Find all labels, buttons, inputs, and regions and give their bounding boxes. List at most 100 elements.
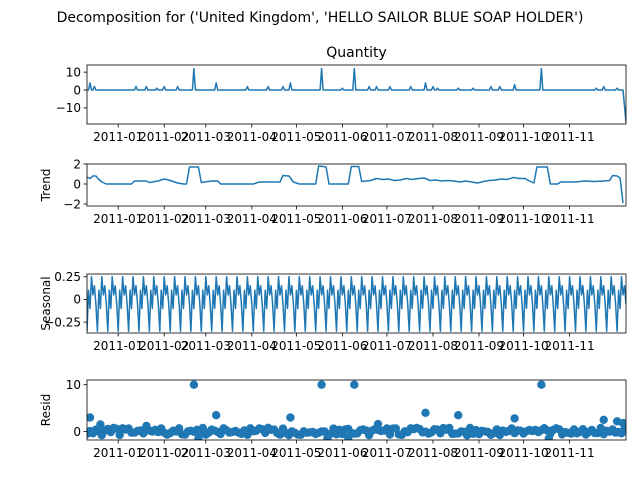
resid-ytick-label: 10 — [66, 378, 81, 392]
trend-series-line — [87, 165, 624, 204]
trend-axes-frame — [86, 163, 627, 207]
trend-xtick-label: 2011-05 — [271, 212, 321, 226]
trend-ylabel: Trend — [39, 169, 53, 203]
trend-plot-area — [87, 165, 624, 204]
resid-outlier-point — [87, 413, 95, 422]
quantity-ytick-label: 0 — [73, 83, 81, 97]
resid-outlier-point — [599, 415, 608, 424]
trend-xtick-label: 2011-10 — [498, 212, 548, 226]
trend-xtick-label: 2011-08 — [408, 212, 458, 226]
resid-outlier-point — [212, 411, 221, 420]
trend-ytick-label: −2 — [63, 197, 81, 211]
resid-outlier-point — [618, 418, 626, 428]
quantity-xtick-label: 2011-04 — [227, 130, 277, 144]
resid-xtick-label: 2011-07 — [362, 446, 412, 460]
resid-ytick-label: 0 — [73, 425, 81, 439]
resid-xtick-label: 2011-02 — [139, 446, 189, 460]
trend-xtick-label: 2011-01 — [93, 212, 143, 226]
seasonal-ytick-label: 0.25 — [54, 270, 81, 284]
quantity-xtick-label: 2011-05 — [271, 130, 321, 144]
seasonal-plot-area — [87, 275, 626, 332]
resid-plot-area — [87, 380, 626, 440]
quantity-ytick-label: 10 — [66, 65, 81, 79]
resid-point — [620, 425, 626, 434]
resid-outlier-point — [544, 434, 553, 440]
quantity-xtick-label: 2011-08 — [408, 130, 458, 144]
quantity-panel-title: Quantity — [326, 45, 387, 61]
resid-xtick-label: 2011-11 — [545, 446, 595, 460]
resid-xtick-label: 2011-05 — [271, 446, 321, 460]
figure-title: Decomposition for ('United Kingdom', 'HE… — [57, 10, 584, 26]
resid-ylabel: Resid — [39, 394, 53, 426]
trend-xtick-label: 2011-02 — [139, 212, 189, 226]
resid-outlier-point — [510, 414, 519, 423]
resid-xtick-label: 2011-04 — [227, 446, 277, 460]
resid-outlier-point — [454, 411, 463, 420]
quantity-xtick-label: 2011-01 — [93, 130, 143, 144]
trend-ytick-label: 2 — [73, 157, 81, 171]
trend-xtick-label: 2011-06 — [317, 212, 367, 226]
quantity-ytick-label: −10 — [56, 101, 81, 115]
quantity-xtick-label: 2011-06 — [317, 130, 367, 144]
resid-xtick-label: 2011-01 — [93, 446, 143, 460]
quantity-xtick-label: 2011-02 — [139, 130, 189, 144]
resid-outlier-point — [194, 434, 203, 440]
seasonal-xtick-label: 2011-08 — [408, 339, 458, 353]
seasonal-xtick-label: 2011-10 — [498, 339, 548, 353]
panel-trend: 20−22011-012011-022011-032011-042011-052… — [39, 157, 627, 226]
resid-outlier-point — [96, 420, 105, 429]
quantity-xtick-label: 2011-07 — [362, 130, 412, 144]
trend-xtick-label: 2011-03 — [181, 212, 231, 226]
seasonal-series-line — [87, 275, 626, 332]
seasonal-xtick-label: 2011-05 — [271, 339, 321, 353]
trend-xtick-label: 2011-07 — [362, 212, 412, 226]
seasonal-xtick-label: 2011-06 — [317, 339, 367, 353]
resid-outlier-point — [421, 408, 430, 417]
quantity-xtick-label: 2011-11 — [545, 130, 595, 144]
resid-point — [115, 430, 124, 440]
resid-outlier-point — [344, 433, 353, 440]
resid-outlier-point — [373, 419, 383, 429]
seasonal-ytick-label: −0.25 — [44, 315, 81, 329]
resid-outlier-point — [189, 380, 199, 389]
seasonal-axes-frame — [86, 273, 627, 334]
quantity-plot-area — [87, 67, 626, 123]
resid-xtick-label: 2011-10 — [498, 446, 548, 460]
seasonal-xtick-label: 2011-07 — [362, 339, 412, 353]
resid-point — [198, 423, 207, 433]
quantity-xtick-label: 2011-09 — [454, 130, 504, 144]
resid-outlier-point — [142, 421, 151, 431]
resid-axes-frame — [86, 379, 627, 441]
resid-xtick-label: 2011-08 — [408, 446, 458, 460]
trend-xtick-label: 2011-11 — [545, 212, 595, 226]
panel-quantity: 100−102011-012011-022011-032011-042011-0… — [56, 45, 627, 144]
seasonal-xtick-label: 2011-04 — [227, 339, 277, 353]
resid-outlier-point — [537, 380, 546, 389]
resid-xtick-label: 2011-03 — [181, 446, 231, 460]
trend-ytick-label: 0 — [73, 177, 81, 191]
quantity-axes-frame — [86, 64, 627, 125]
seasonal-ylabel: Seasonal — [39, 276, 53, 330]
seasonal-xtick-label: 2011-03 — [181, 339, 231, 353]
seasonal-ytick-label: 0 — [73, 293, 81, 307]
seasonal-xtick-label: 2011-09 — [454, 339, 504, 353]
trend-xtick-label: 2011-04 — [227, 212, 277, 226]
seasonal-xtick-label: 2011-01 — [93, 339, 143, 353]
panel-resid: 1002011-012011-022011-032011-042011-0520… — [39, 378, 627, 460]
quantity-series-line — [87, 67, 626, 123]
resid-xtick-label: 2011-09 — [454, 446, 504, 460]
resid-outlier-point — [350, 380, 359, 389]
seasonal-xtick-label: 2011-11 — [545, 339, 595, 353]
quantity-xtick-label: 2011-03 — [181, 130, 231, 144]
seasonal-xtick-label: 2011-02 — [139, 339, 189, 353]
resid-outlier-point — [286, 413, 295, 422]
trend-xtick-label: 2011-09 — [454, 212, 504, 226]
resid-outlier-point — [323, 433, 332, 440]
panels-group: 100−102011-012011-022011-032011-042011-0… — [39, 45, 627, 460]
resid-xtick-label: 2011-06 — [317, 446, 367, 460]
quantity-xtick-label: 2011-10 — [498, 130, 548, 144]
panel-seasonal: 0.250−0.252011-012011-022011-032011-0420… — [39, 270, 627, 353]
resid-outlier-point — [317, 380, 326, 389]
